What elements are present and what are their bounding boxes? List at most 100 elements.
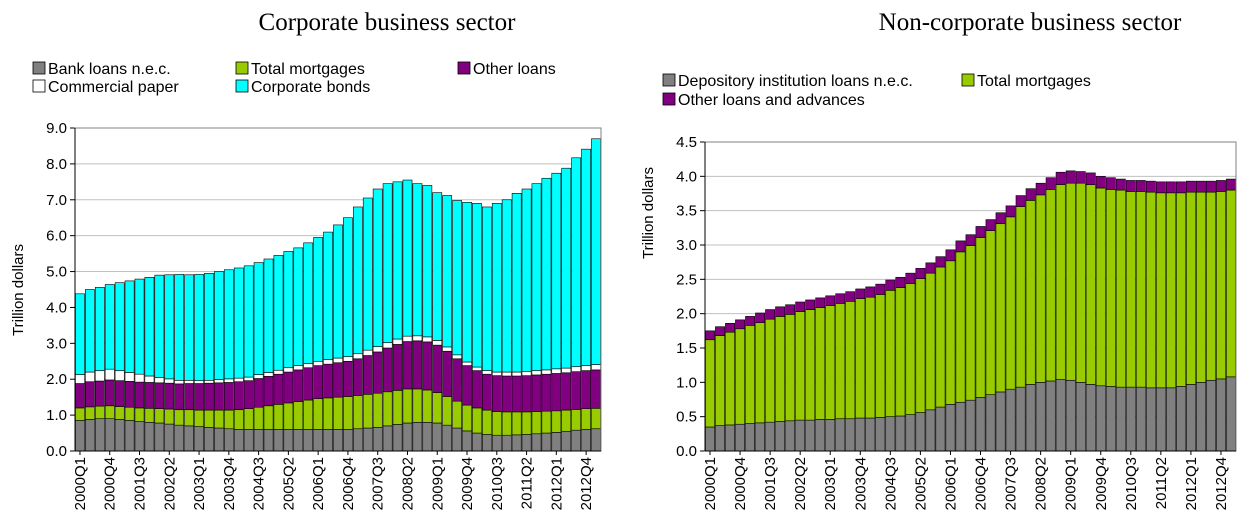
chart1-bar-2013Q1-s4 — [591, 138, 601, 365]
chart2-bar-2006Q3-s2 — [965, 234, 976, 246]
chart2-bar-2013Q1-s2 — [1226, 178, 1236, 191]
chart1-bar-2002Q1-s4 — [154, 274, 165, 378]
chart1-bar-2004Q1-s0 — [233, 429, 244, 452]
chart1-bar-2005Q2-s0 — [283, 429, 294, 452]
chart2-y-tick-label: 1.0 — [676, 374, 697, 391]
chart2-bar-2011Q2-s2 — [1155, 181, 1166, 194]
chart1-bar-2003Q3-s0 — [214, 427, 224, 452]
chart2-bar-2012Q1-s1 — [1186, 191, 1196, 385]
chart1-bar-2004Q3-s0 — [253, 429, 264, 452]
chart1-bar-2004Q2-s0 — [243, 429, 254, 452]
chart1-bar-2004Q1-s2 — [233, 381, 244, 411]
chart1-bar-2005Q3-s3 — [293, 365, 304, 371]
chart1-y-tick-label: 1.0 — [46, 407, 67, 424]
chart1-bar-2010Q3-s2 — [491, 375, 502, 412]
chart2-bar-2003Q4-s2 — [855, 288, 866, 299]
legend-label-total-mortgages-2: Total mortgages — [977, 73, 1091, 90]
chart1-x-tick-label: 2012Q1 — [548, 457, 565, 510]
chart1-bar-2007Q4-s3 — [382, 342, 393, 349]
chart2-bar-2001Q3-s2 — [765, 309, 776, 320]
chart2-bar-2005Q3-s1 — [925, 272, 936, 411]
chart1-bar-2008Q2-s2 — [402, 341, 413, 390]
chart2-bar-2008Q2-s0 — [1035, 382, 1046, 452]
chart1-bar-2011Q3-s1 — [531, 411, 542, 435]
chart1-bar-2002Q2-s2 — [164, 382, 175, 410]
chart1-bar-2000Q2-s2 — [85, 381, 95, 408]
chart1-bar-2006Q2-s4 — [323, 231, 333, 360]
chart1-bar-2007Q2-s3 — [362, 349, 373, 356]
chart1-bar-2012Q4-s3 — [581, 365, 591, 371]
chart1-y-tick-label: 4.0 — [46, 299, 67, 316]
chart2-bar-2000Q1-s2 — [705, 330, 715, 341]
chart1-bar-2001Q3-s2 — [134, 381, 145, 409]
chart2-bar-2002Q1-s2 — [785, 304, 796, 315]
chart2-bar-2005Q3-s2 — [925, 262, 936, 274]
chart2-bar-2003Q4-s0 — [855, 417, 866, 452]
chart1-bar-2002Q4-s1 — [184, 409, 195, 427]
chart1-bar-2009Q3-s2 — [452, 358, 462, 402]
chart1-bar-2006Q1-s4 — [313, 237, 324, 362]
chart2-y-axis-label: Trillion dollars — [640, 167, 657, 259]
chart2-bar-2011Q3-s1 — [1165, 192, 1176, 389]
chart2-bar-2000Q3-s0 — [725, 424, 735, 452]
chart1-bar-2010Q4-s0 — [501, 434, 512, 452]
chart2-bar-2007Q4-s1 — [1015, 206, 1026, 388]
chart1-bar-2001Q2-s3 — [124, 372, 135, 382]
chart1-bar-2007Q2-s4 — [362, 197, 373, 351]
chart2-bar-2003Q2-s0 — [835, 418, 846, 452]
chart2-bar-2001Q2-s0 — [755, 422, 766, 452]
chart1-bar-2009Q1-s0 — [432, 422, 443, 452]
chart1-bar-2001Q4-s3 — [144, 375, 155, 383]
chart2-y-tick-label: 2.5 — [676, 271, 697, 288]
chart2-bar-2004Q1-s0 — [865, 417, 876, 452]
chart2-bar-2001Q4-s0 — [775, 421, 786, 452]
chart1-bar-2012Q2-s2 — [561, 372, 572, 411]
chart1-bar-2008Q3-s0 — [412, 421, 423, 452]
chart1-bar-2004Q4-s2 — [263, 376, 274, 407]
chart1-bar-2004Q4-s0 — [263, 429, 274, 452]
chart2-bar-2001Q3-s0 — [765, 421, 776, 452]
chart2-bar-2001Q3-s1 — [765, 318, 776, 423]
chart1-bar-2010Q2-s3 — [481, 370, 492, 375]
chart1-bar-2012Q3-s4 — [571, 157, 582, 367]
chart2-bar-2003Q1-s0 — [825, 419, 836, 452]
chart2-bar-2006Q3-s0 — [965, 399, 976, 452]
chart1-bar-2010Q2-s1 — [481, 409, 492, 435]
chart2-bar-2003Q1-s2 — [825, 295, 836, 306]
chart1-bar-2010Q1-s1 — [472, 407, 482, 434]
chart1-bar-2009Q3-s3 — [452, 354, 462, 360]
chart1-bar-2007Q4-s4 — [382, 183, 393, 343]
chart2-bar-2002Q1-s0 — [785, 420, 796, 452]
chart2-x-tick-label: 2012Q4 — [1213, 457, 1230, 510]
chart2-bar-2004Q2-s2 — [875, 283, 886, 295]
chart1-bar-2011Q4-s2 — [541, 373, 552, 412]
chart1-bar-2002Q1-s2 — [154, 382, 165, 409]
chart1-bar-2000Q1-s2 — [75, 383, 85, 409]
chart1-bar-2005Q2-s2 — [283, 371, 294, 404]
chart1-bar-2002Q4-s0 — [184, 425, 195, 452]
chart2-bar-2002Q1-s1 — [785, 314, 796, 422]
chart2-y-tick-label: 4.5 — [676, 134, 697, 151]
chart1-bar-2007Q4-s1 — [382, 391, 393, 427]
chart1-bar-2012Q1-s4 — [551, 172, 562, 370]
chart2-bar-2009Q3-s0 — [1085, 384, 1096, 452]
chart1-bar-2004Q3-s2 — [253, 378, 264, 408]
chart1-bar-2011Q2-s2 — [521, 375, 532, 413]
chart2-bar-2001Q4-s2 — [775, 306, 786, 317]
chart2-title: Non-corporate business sector — [879, 9, 1182, 36]
chart1-bar-2007Q2-s0 — [362, 427, 373, 452]
chart2-y-tick-label: 1.5 — [676, 340, 697, 357]
chart2-bar-2005Q3-s0 — [925, 409, 936, 452]
chart1-bar-2003Q3-s1 — [214, 409, 224, 429]
chart1-bar-2007Q4-s0 — [382, 425, 393, 452]
chart2-bar-2008Q1-s2 — [1025, 188, 1036, 201]
chart1-plot: 0.0 1.0 2.0 3.0 4.0 5.0 6.0 7.0 8.0 9.0 2000Q1 2000… — [46, 120, 602, 510]
chart1-bar-2000Q4-s3 — [104, 368, 115, 381]
chart1-bar-2011Q1-s4 — [511, 193, 522, 373]
chart1-bar-2000Q1-s4 — [75, 293, 85, 375]
chart2-bar-2007Q2-s0 — [995, 391, 1006, 452]
chart2-bar-2009Q1-s2 — [1065, 170, 1076, 184]
chart1-bar-2003Q2-s0 — [204, 427, 214, 452]
chart1-bar-2011Q2-s1 — [521, 411, 532, 435]
chart2-bar-2008Q4-s2 — [1055, 171, 1066, 185]
